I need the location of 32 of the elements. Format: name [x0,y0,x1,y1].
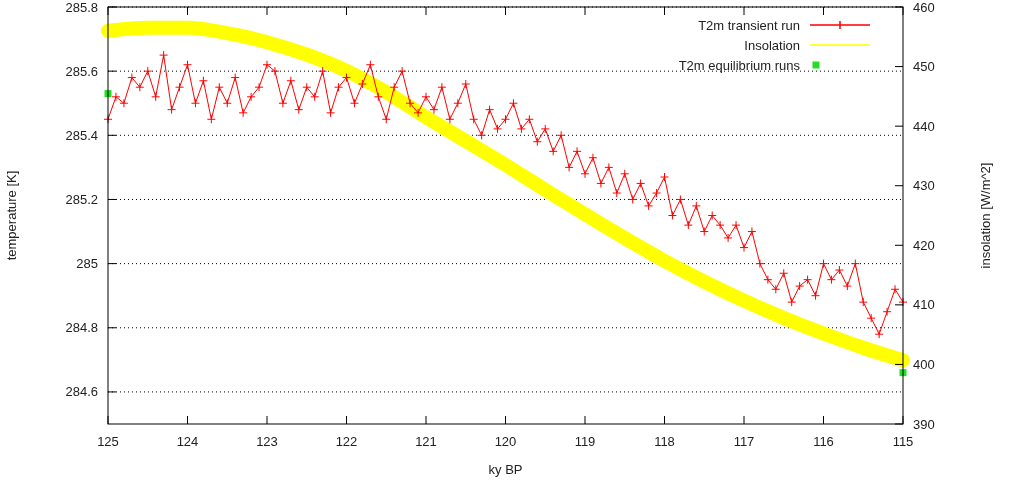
x-tick-label: 116 [813,434,834,449]
x-tick-label: 123 [256,434,278,449]
y-tick-label: 285.4 [65,127,98,143]
x-tick-label: 118 [654,434,675,449]
y2-tick-label: 430 [913,178,935,194]
x-tick-label: 122 [335,434,358,449]
legend-label: Insolation [744,37,800,53]
legend-label: T2m transient run [698,17,800,33]
y2-tick-label: 440 [913,118,935,134]
legend-label: T2m equilibrium runs [678,57,801,73]
x-tick-label: 117 [733,434,755,449]
y-tick-label: 285.8 [65,0,98,15]
y2-tick-label: 460 [913,0,935,15]
y-tick-label: 285 [76,256,98,272]
y-tick-label: 284.6 [65,384,98,400]
x-tick-label: 119 [574,434,596,449]
y2-tick-label: 410 [913,297,935,313]
x-tick-label: 125 [97,434,119,449]
y-tick-label: 285.6 [65,63,98,79]
x-axis-title: ky BP [488,462,523,477]
y-axis-title: temperature [K] [4,170,19,261]
x-tick-label: 120 [494,434,517,449]
x-tick-label: 115 [892,434,914,449]
x-tick-label: 124 [176,434,199,449]
x-tick-label: 121 [415,434,437,449]
y2-tick-label: 390 [913,416,935,432]
y2-tick-label: 420 [913,237,935,253]
y2-axis-title: insolation [W/m^2] [978,162,993,269]
y-tick-label: 284.8 [65,320,98,336]
y-tick-label: 285.2 [65,191,98,207]
y2-tick-label: 450 [913,59,935,75]
y2-tick-label: 400 [913,356,935,372]
